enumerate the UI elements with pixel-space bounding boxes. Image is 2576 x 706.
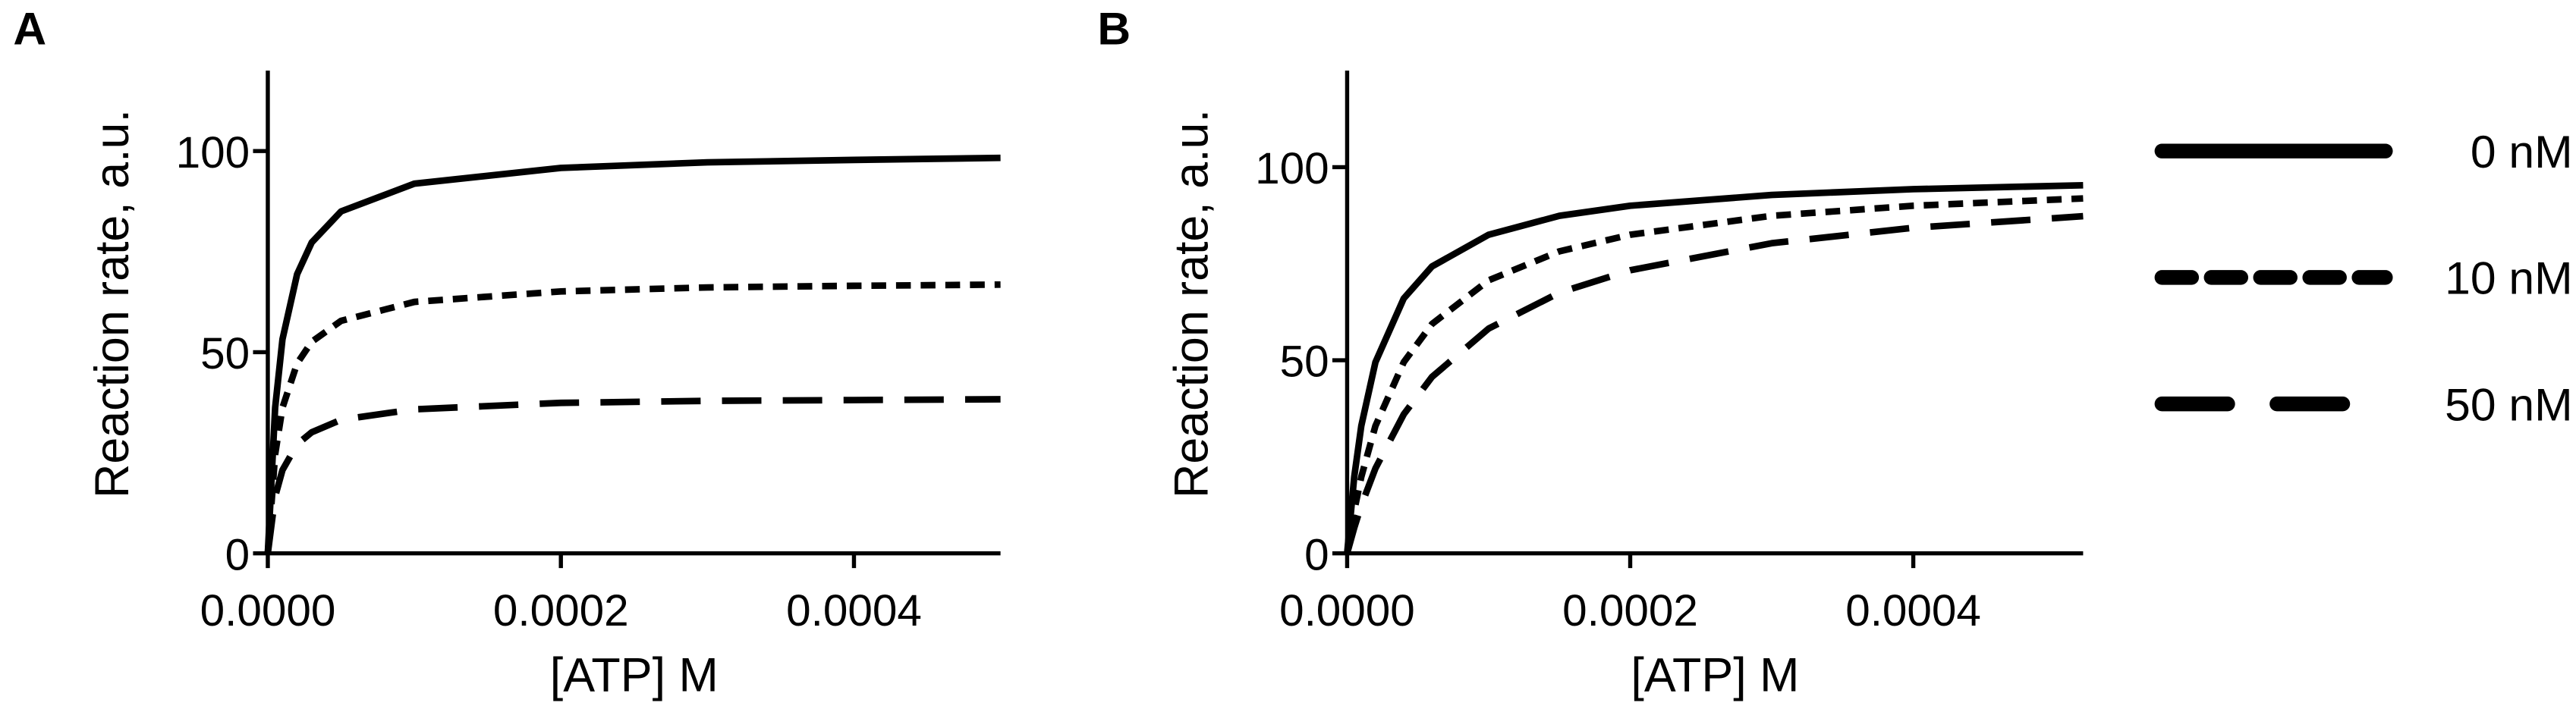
data-line: [264, 154, 1001, 554]
x-tick-label: 0.0004: [1845, 586, 1981, 635]
x-tick-label: 0.0002: [1562, 586, 1698, 635]
legend-label: 50 nM: [2445, 378, 2572, 430]
data-line: [264, 396, 1001, 554]
panel-label: B: [1097, 2, 1131, 54]
data-line: [264, 281, 1001, 554]
x-tick-label: 0.0000: [1279, 586, 1415, 635]
y-tick-label: 50: [1280, 337, 1329, 387]
panel-label: A: [13, 2, 46, 54]
legend-label: 10 nM: [2445, 253, 2572, 304]
data-line: [1344, 212, 2084, 554]
y-tick-label: 100: [1255, 144, 1329, 193]
data-line: [1344, 195, 2084, 554]
x-axis-label: [ATP] M: [550, 649, 719, 702]
x-tick-label: 0.0002: [493, 586, 629, 635]
y-tick-label: 0: [1304, 530, 1329, 579]
y-axis-label: Reaction rate, a.u.: [1165, 109, 1218, 498]
data-line: [1344, 182, 2084, 554]
y-tick-label: 100: [176, 128, 250, 177]
x-tick-label: 0.0004: [786, 586, 922, 635]
x-axis-label: [ATP] M: [1631, 649, 1799, 702]
x-tick-label: 0.0000: [200, 586, 336, 635]
y-tick-label: 0: [225, 530, 250, 579]
y-tick-label: 50: [200, 329, 250, 378]
y-axis-label: Reaction rate, a.u.: [86, 109, 139, 498]
legend-label: 0 nM: [2471, 126, 2573, 177]
